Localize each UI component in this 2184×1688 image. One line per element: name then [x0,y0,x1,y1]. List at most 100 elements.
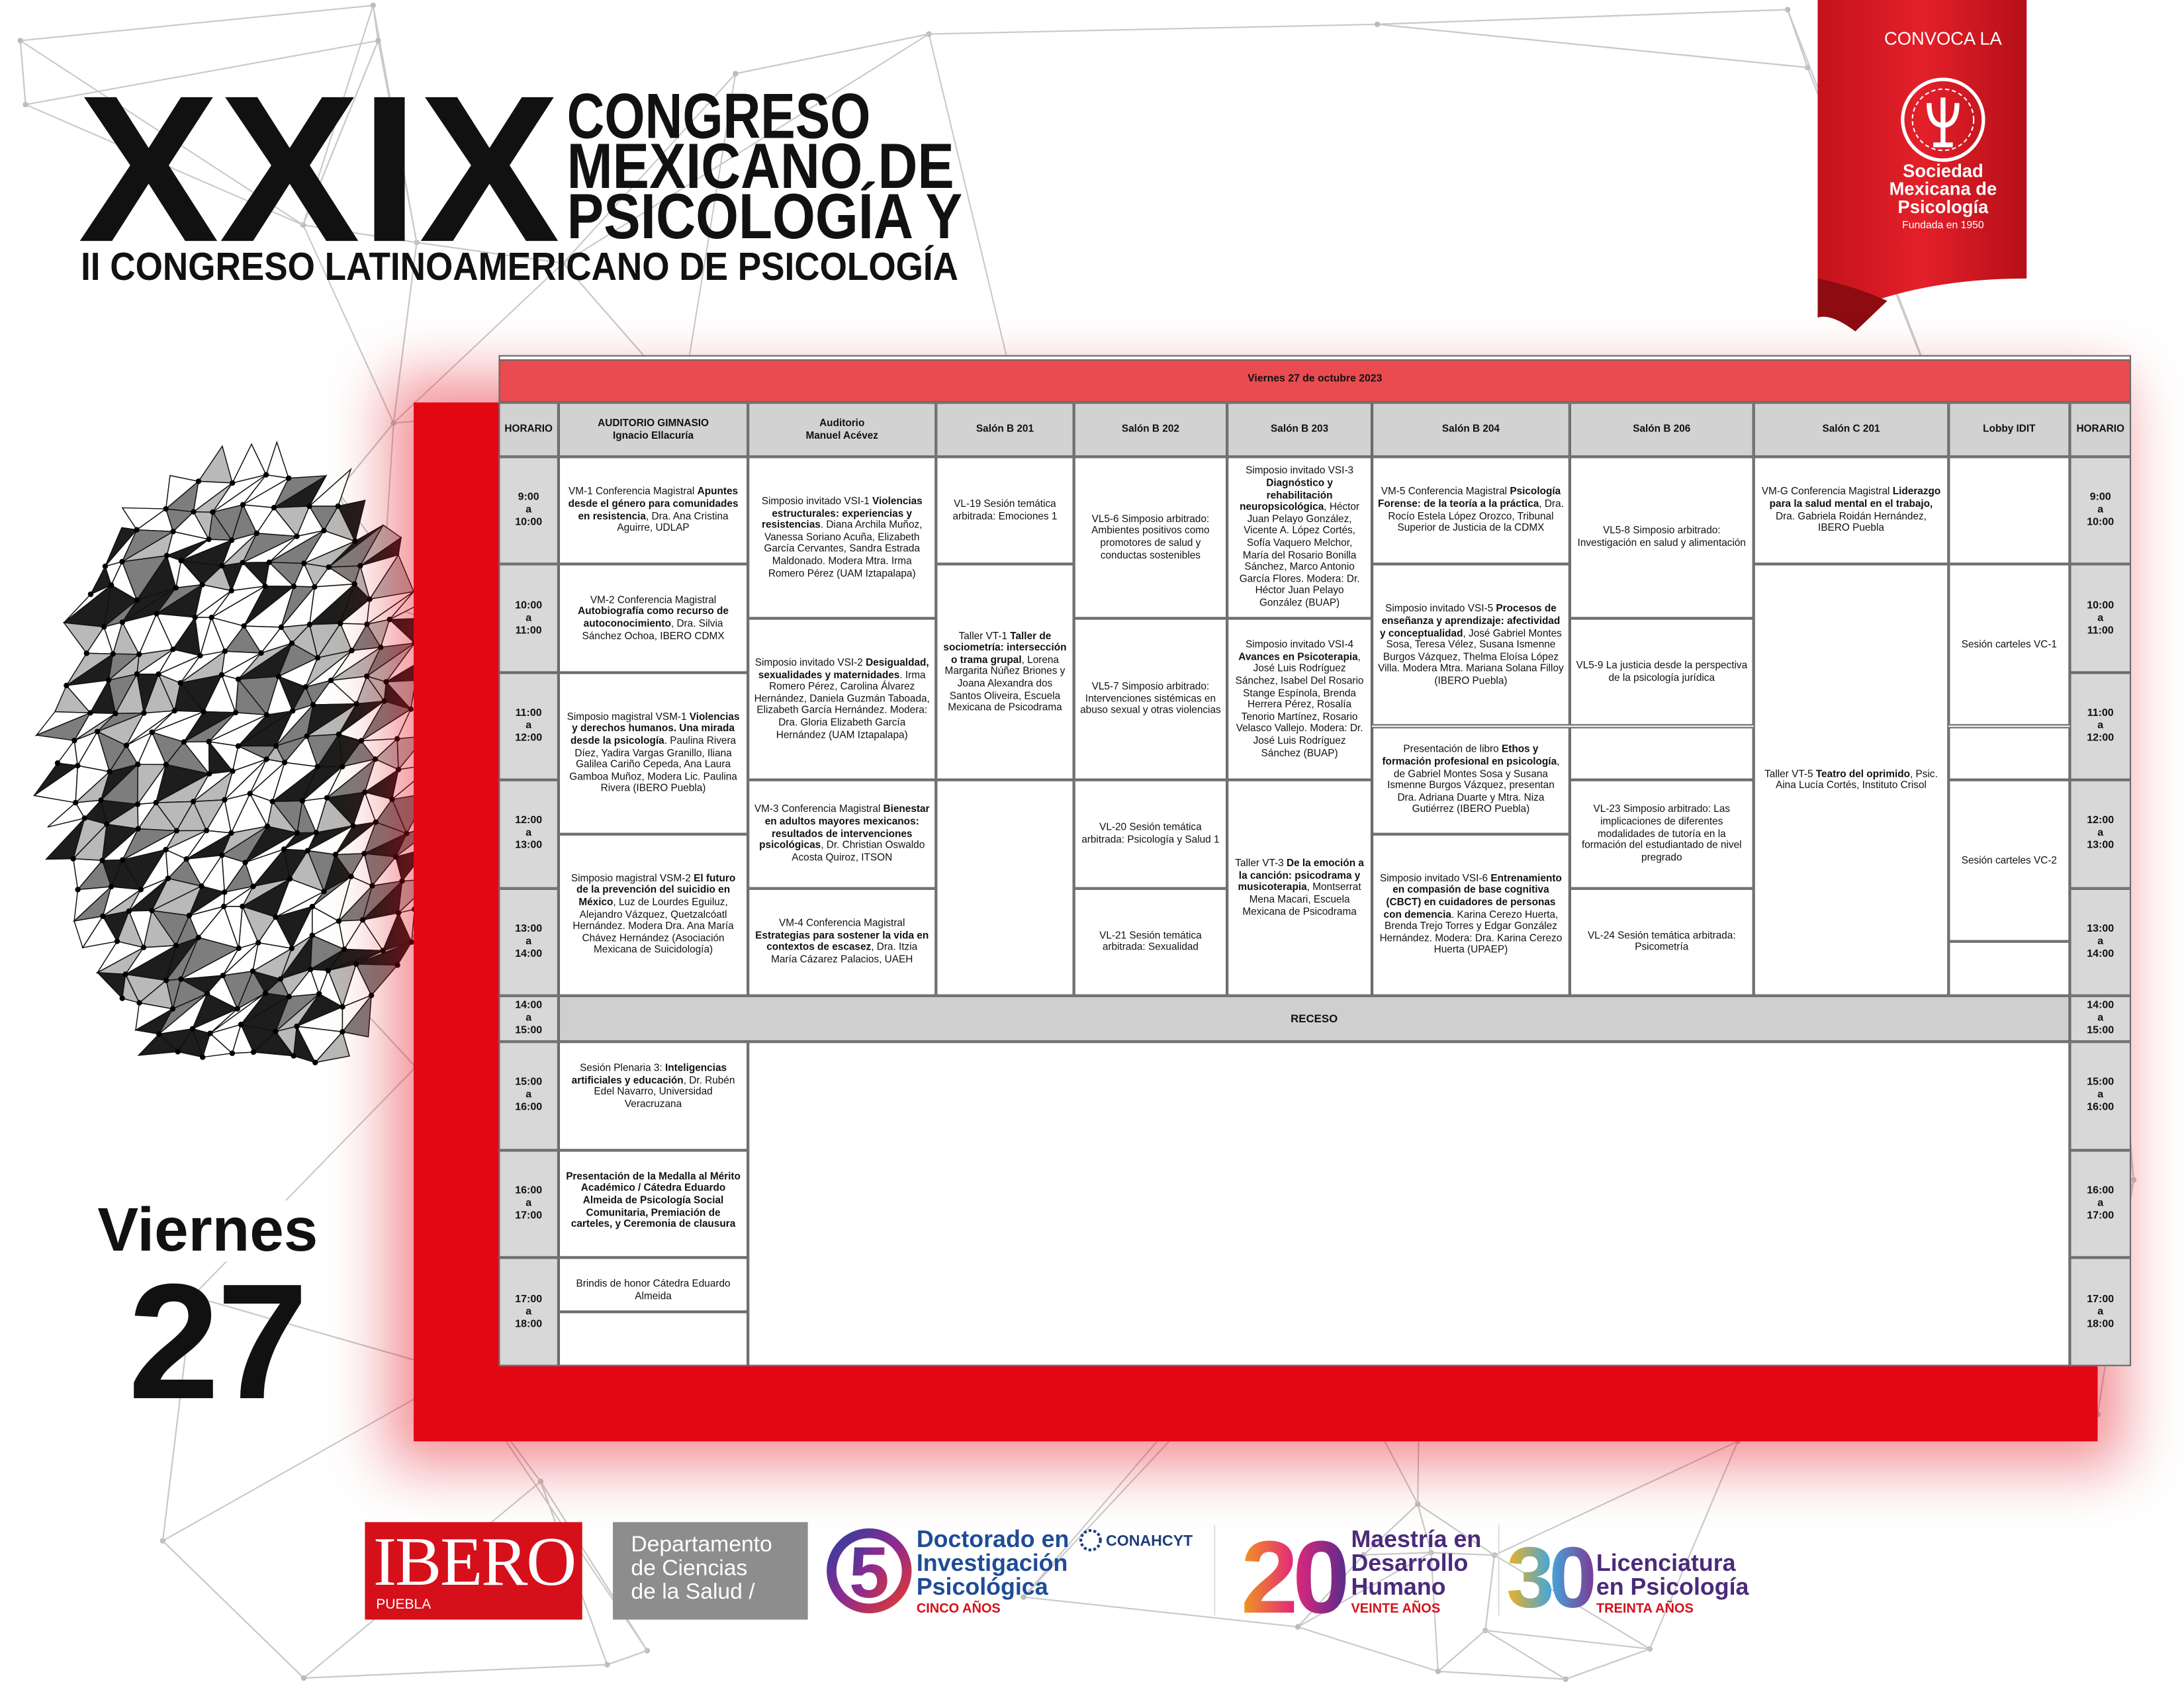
session-run: , Psic. Aina Lucía Cortés, Instituto Cri… [1776,766,1938,791]
licenciatura-years: TREINTA AÑOS [1596,1601,1694,1616]
brain-node [228,830,234,836]
column-header: Auditorio Manuel Acévez [748,402,936,457]
column-header-line: Salón C 201 [1822,422,1880,435]
brain-node [328,678,334,684]
time-label: 17:00 [2087,1208,2115,1222]
time-label: a [525,503,532,516]
brain-node [238,1022,244,1028]
session-run: De la emoción a la canción: psicodrama y… [1238,856,1364,893]
brain-node [113,711,118,717]
session-cell: Simposio magistral VSM-2 El futuro de la… [558,834,749,996]
time-cell: 15:00 a 16:00 [2070,1042,2132,1150]
brain-node [332,852,339,858]
title-line: CONGRESO [567,79,871,152]
network-line [1377,23,1808,69]
session-run: , José Gabriel Montes Sosa, Teresa Vélez… [1378,626,1564,687]
session-run: , Montserrat Mena Macari, Escuela Mexica… [1242,880,1361,917]
brain-node [358,738,365,744]
network-line [1297,1626,1439,1672]
brain-node [135,761,141,768]
brain-node [387,616,392,623]
brain-node [110,650,116,657]
break-row: RECESO [558,995,2070,1042]
brain-node [287,875,293,882]
brain-node [134,801,141,807]
time-label: 17:00 [2087,1292,2115,1305]
brain-node [326,564,332,570]
session-cell: Simposio magistral VSM-1 Violencias y de… [558,672,749,834]
maestria-years: VEINTE AÑOS [1351,1601,1440,1616]
doctorado-years: CINCO AÑOS [917,1601,1001,1616]
brain-node [306,503,312,510]
brain-node [301,560,307,566]
time-label: a [525,611,532,624]
time-cell: 13:00 a 14:00 [2070,887,2132,996]
brain-node [156,671,161,678]
session-run: Diagnóstico y rehabilitación neuropsicol… [1240,476,1333,513]
brain-node [308,966,314,973]
brain-node [175,1049,181,1055]
brain-node [208,614,214,621]
session-run: , Lorena Margarita Núñez Briones y Joana… [944,652,1066,714]
network-line [303,1664,608,1679]
brain-node [321,889,327,895]
session-run: Sesión Plenaria 3: [580,1061,666,1074]
brain-node [408,939,415,945]
brain-node [399,878,405,884]
network-line [372,5,379,41]
brain-node [199,582,205,588]
session-cell: Taller VT-1 Taller de sociometría: inter… [936,564,1074,780]
column-header-line: Salón B 202 [1121,422,1179,435]
brain-node [100,913,106,919]
column-header: Salón B 202 [1073,402,1228,457]
network-line [929,23,1378,35]
time-label: 15:00 [2087,1023,2115,1036]
network-line [607,1650,648,1666]
brain-node [102,563,109,570]
column-header-line: Ignacio Ellacuría [613,428,694,441]
ibero-name: IBERO [373,1522,576,1601]
empty-slot [1948,942,2070,996]
brain-node [126,908,132,914]
brain-node [210,509,216,515]
column-header: Salón C 201 [1753,402,1949,457]
brain-node [394,962,400,968]
brain-node [134,597,140,603]
numeral: XXIX [78,52,561,285]
session-run: Autobiografía como recurso de autoconoci… [578,605,729,630]
time-label: 9:00 [518,490,539,504]
network-node [1021,1594,1026,1600]
brain-node [313,830,320,836]
session-text: Simposio invitado VSI-1 Violencias estru… [754,494,931,580]
time-cell: 9:00 a 10:00 [498,457,559,565]
brain-node [241,623,247,629]
brain-node [222,797,228,803]
ribbon: CONVOCA LA Sociedad Mexicana de Psicolog… [1817,0,2027,332]
brain-facet [314,1030,350,1063]
session-run: VL5-8 Simposio arbitrado: Investigación … [1577,524,1746,549]
time-label: 10:00 [2087,515,2115,529]
subtitle: II CONGRESO LATINOAMERICANO DE PSICOLOGÍ… [81,245,958,289]
brain-node [170,646,176,652]
brain-node [304,733,310,739]
time-label: 18:00 [2087,1317,2115,1330]
session-cell: Simposio invitado VSI-4 Avances en Psico… [1227,618,1373,780]
brain-node [195,478,202,484]
brain-node [289,640,295,646]
society-name: Sociedad [1903,160,1983,181]
session-cell: Simposio invitado VSI-3 Diagnóstico y re… [1227,457,1373,619]
session-text: VL5-6 Simposio arbitrado: Ambientes posi… [1079,513,1222,561]
session-run: VM-5 Conferencia Magistral [1381,485,1510,498]
brain-node [312,1059,318,1065]
session-run: Teatro del oprimido [1815,766,1911,779]
brain-node [108,582,114,588]
brain-node [312,584,318,590]
time-cell: 11:00 a 12:00 [498,672,559,780]
brain-node [165,875,171,881]
brain-node [281,846,287,852]
brain-node [321,527,327,534]
time-label: 11:00 [515,623,542,636]
brain-node [325,967,332,973]
network-line [162,1540,304,1679]
brain-node [199,1054,206,1060]
